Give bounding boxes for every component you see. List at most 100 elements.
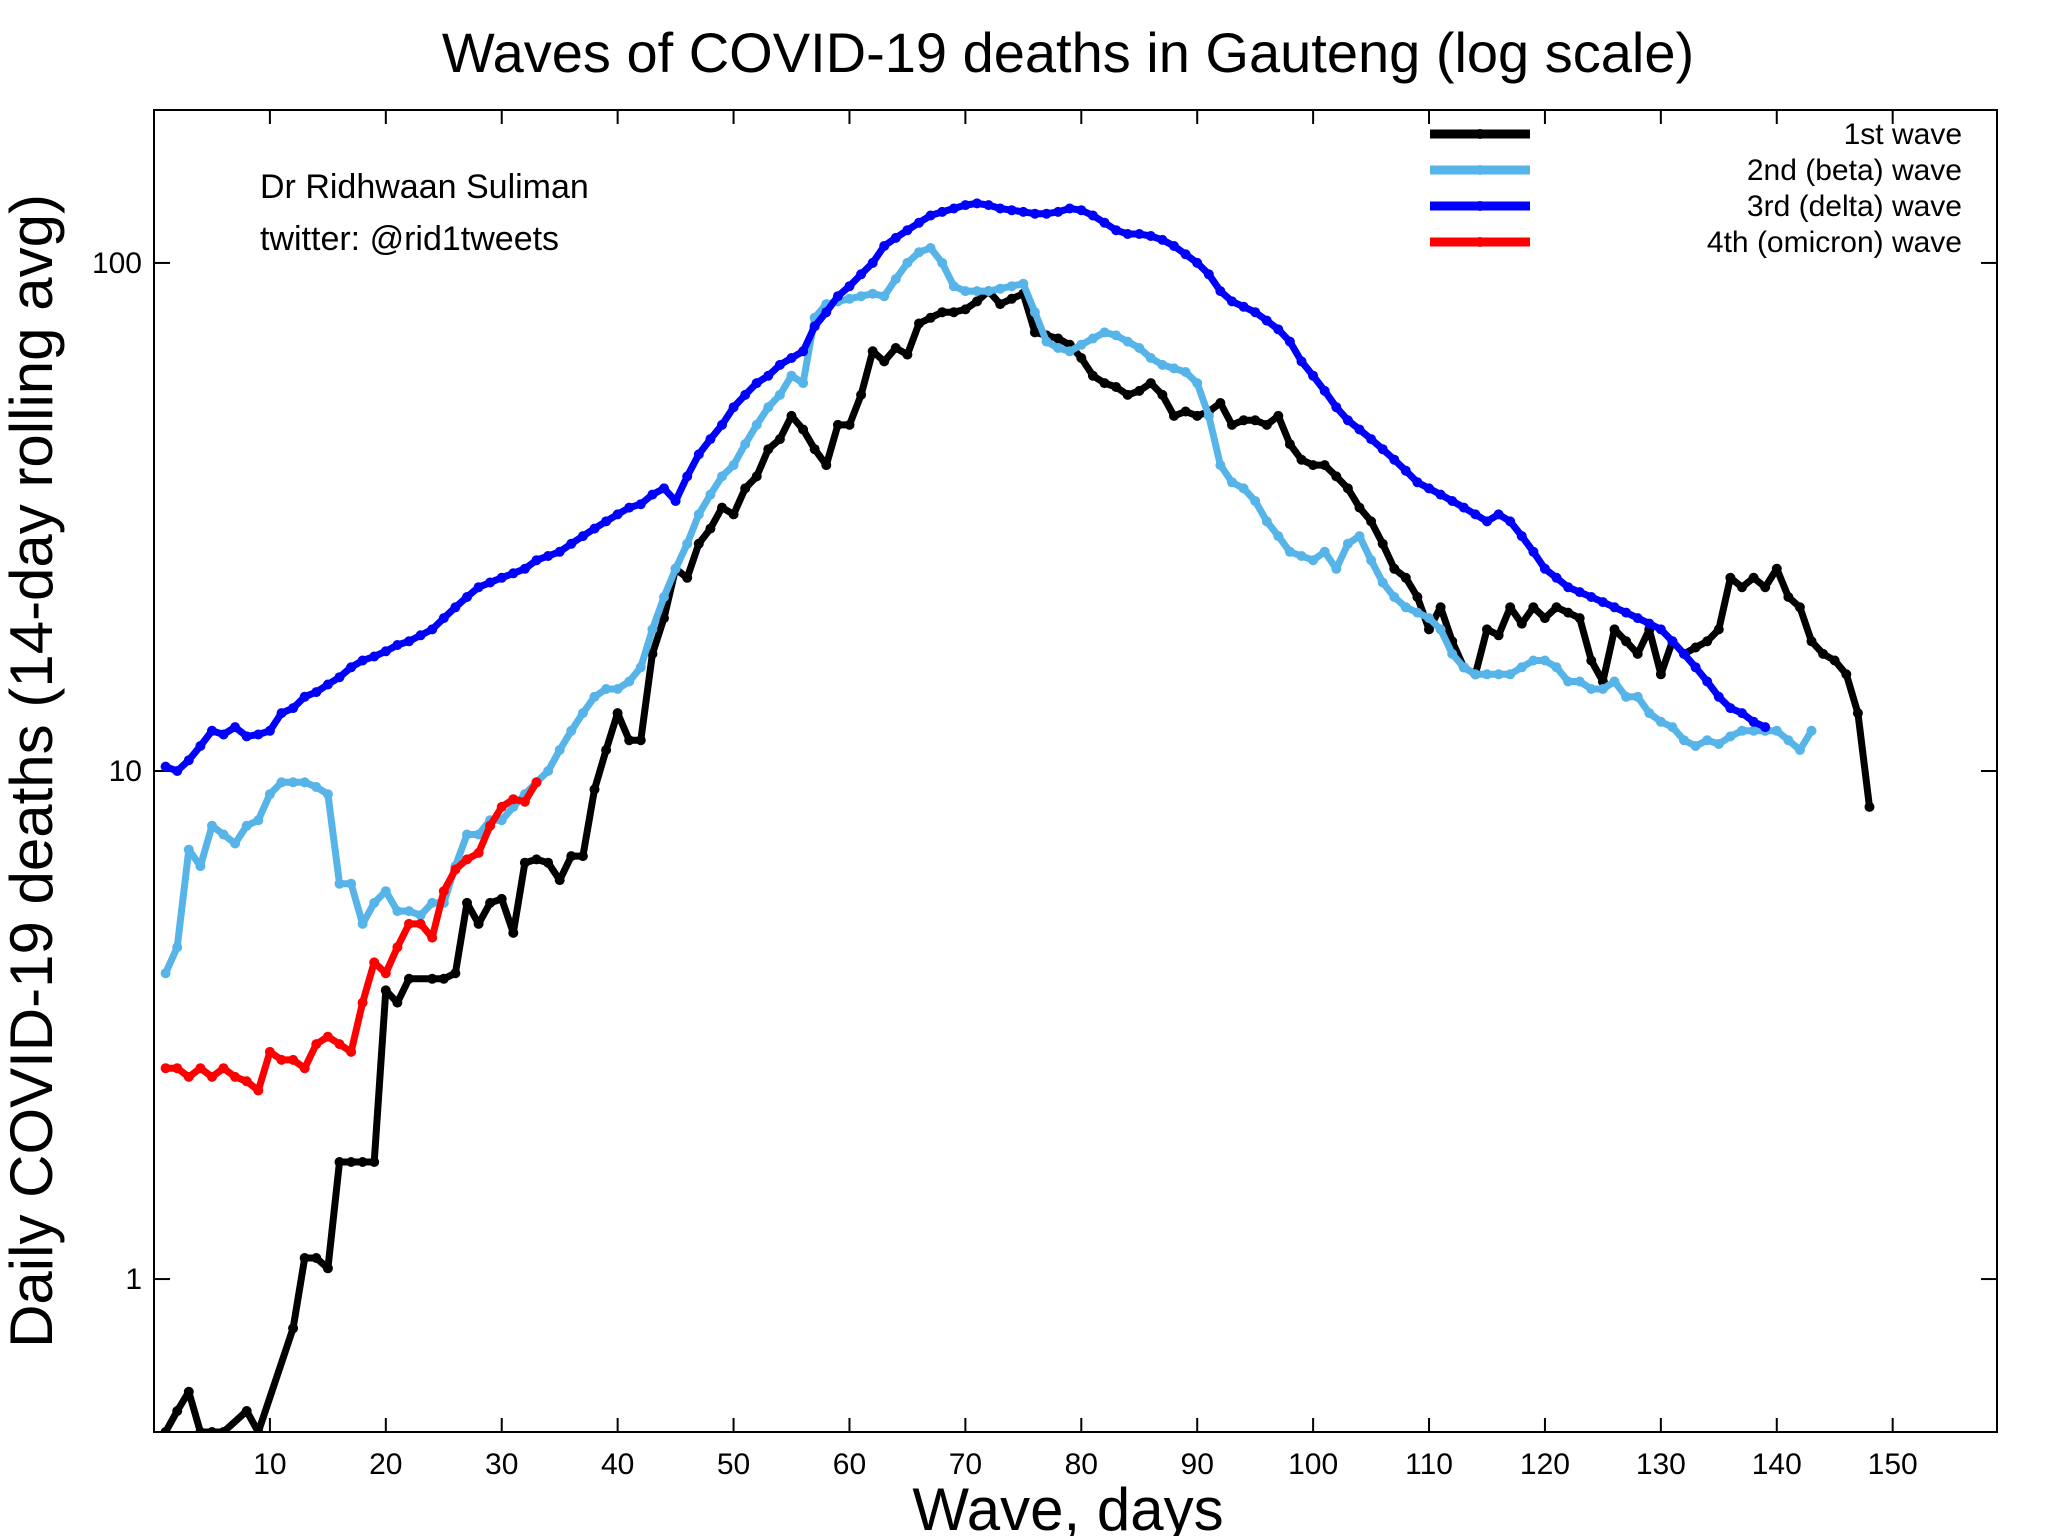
data-point: [1574, 676, 1585, 687]
data-point: [1424, 613, 1434, 624]
data-point: [751, 471, 762, 482]
data-point: [230, 838, 241, 849]
data-point: [1458, 502, 1469, 513]
data-point: [1737, 582, 1747, 593]
data-point: [589, 691, 600, 702]
data-point: [1690, 741, 1701, 751]
data-point: [1794, 745, 1805, 755]
data-point: [276, 777, 287, 788]
data-point: [485, 577, 496, 588]
data-point: [496, 893, 507, 904]
data-point: [172, 942, 183, 953]
data-point: [369, 897, 380, 908]
series-line: [162, 287, 1873, 1432]
data-point: [473, 918, 484, 929]
data-point: [1053, 206, 1064, 217]
data-point: [392, 942, 403, 953]
data-point: [160, 761, 171, 772]
data-point: [902, 349, 913, 360]
data-point: [1632, 648, 1643, 659]
data-point: [914, 247, 924, 258]
data-point: [1377, 577, 1388, 588]
data-point: [241, 731, 252, 742]
data-point: [879, 356, 890, 367]
data-point: [948, 281, 959, 292]
data-point: [1029, 208, 1040, 219]
data-point: [1111, 225, 1122, 236]
y-tick-label: 1: [125, 1263, 142, 1296]
data-point: [972, 198, 982, 209]
x-tick-label: 140: [1752, 1448, 1802, 1481]
data-point: [624, 676, 635, 687]
data-point: [890, 343, 901, 353]
data-point: [635, 735, 646, 746]
data-point: [1389, 454, 1400, 465]
x-tick-label: 70: [949, 1448, 982, 1481]
x-axis-label: Wave, days: [912, 1476, 1223, 1536]
data-point: [1076, 205, 1087, 216]
data-point: [299, 1063, 310, 1074]
data-point: [253, 1085, 264, 1096]
data-point: [1215, 286, 1226, 297]
y-axis-label: Daily COVID-19 deaths (14-day rolling av…: [0, 194, 65, 1348]
data-point: [1157, 359, 1168, 370]
data-point: [1238, 301, 1249, 312]
data-point: [288, 777, 299, 788]
x-tick-label: 150: [1868, 1448, 1918, 1481]
data-point: [1713, 624, 1724, 635]
data-point: [1864, 801, 1875, 812]
data-point: [322, 1031, 333, 1042]
data-point: [160, 1427, 171, 1432]
data-point: [299, 691, 310, 702]
data-point: [867, 257, 878, 268]
data-point: [1771, 563, 1782, 574]
data-point: [960, 304, 971, 315]
data-point: [914, 217, 924, 228]
series-layer: [160, 198, 1875, 1432]
data-point: [925, 210, 936, 221]
data-point: [462, 897, 472, 908]
data-point: [1215, 460, 1226, 471]
data-point: [1748, 725, 1759, 736]
data-point: [1516, 662, 1527, 673]
data-point: [786, 410, 797, 421]
data-point: [473, 582, 484, 593]
axis-ticks: 10 20 30 40 50 60 70 80 90 100 110 120 130 140 1501101…: [92, 110, 1997, 1481]
data-point: [693, 509, 704, 520]
data-point: [1400, 602, 1411, 613]
data-point: [380, 646, 391, 657]
data-point: [1574, 587, 1585, 598]
data-point: [1505, 602, 1516, 613]
data-point: [937, 307, 948, 318]
data-point: [1702, 676, 1713, 687]
data-point: [1076, 339, 1087, 350]
data-point: [1284, 546, 1295, 557]
data-point: [1076, 353, 1087, 363]
data-point: [1702, 636, 1713, 647]
data-point: [1308, 460, 1319, 471]
data-point: [809, 444, 820, 455]
data-point: [1493, 509, 1504, 520]
data-point: [1331, 471, 1342, 482]
legend-marker: [1475, 129, 1485, 139]
data-point: [1609, 602, 1620, 613]
data-point: [218, 1427, 229, 1432]
data-point: [1760, 582, 1771, 593]
data-point: [450, 968, 461, 979]
data-point: [925, 243, 936, 253]
data-point: [566, 538, 577, 549]
data-point: [1227, 419, 1237, 430]
data-point: [1169, 241, 1179, 251]
data-point: [1493, 630, 1504, 641]
data-point: [415, 910, 426, 921]
data-point: [1435, 489, 1446, 500]
data-point: [1018, 278, 1029, 289]
data-point: [1018, 206, 1029, 217]
data-point: [1215, 398, 1226, 408]
data-point: [624, 735, 635, 746]
data-point: [786, 370, 797, 381]
data-point: [554, 745, 565, 755]
data-point: [717, 419, 727, 430]
data-point: [1679, 648, 1689, 659]
data-point: [415, 630, 426, 641]
